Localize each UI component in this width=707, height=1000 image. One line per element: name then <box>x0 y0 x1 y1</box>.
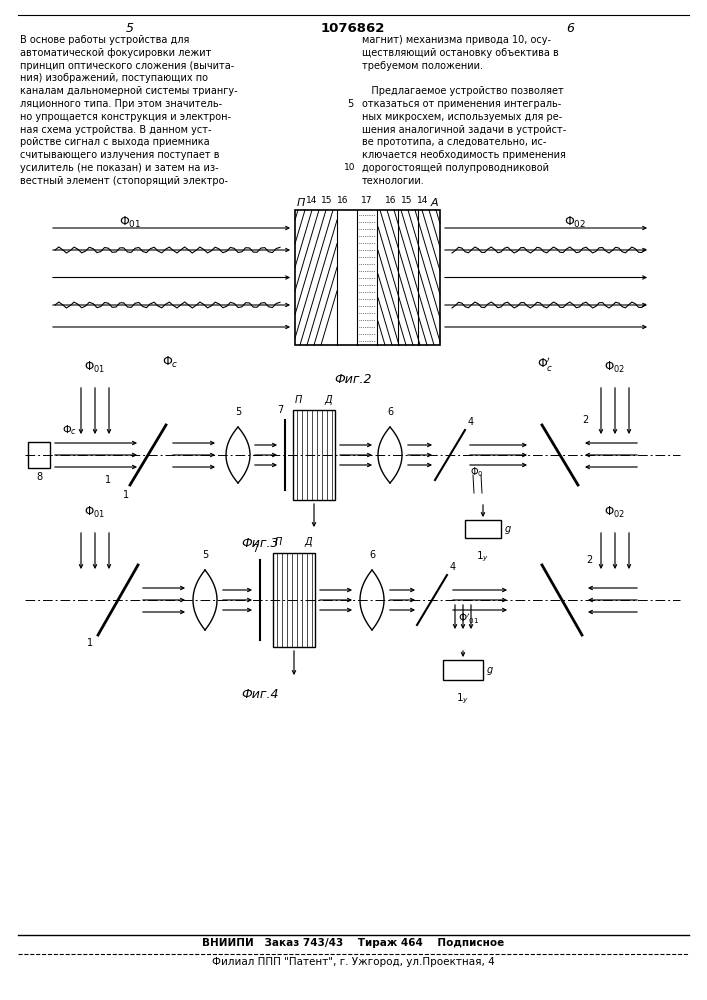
Bar <box>28 442 50 468</box>
Text: 1: 1 <box>105 475 111 485</box>
Text: ляционного типа. При этом значитель-: ляционного типа. При этом значитель- <box>20 99 222 109</box>
Text: 5: 5 <box>202 550 208 560</box>
Text: принцип оптического сложения (вычита-: принцип оптического сложения (вычита- <box>20 61 234 71</box>
Text: $\Phi_c$: $\Phi_c$ <box>62 423 78 437</box>
Text: 17: 17 <box>361 196 373 205</box>
Text: 1076862: 1076862 <box>321 22 385 35</box>
Text: Д: Д <box>304 537 312 547</box>
Text: считывающего излучения поступает в: считывающего излучения поступает в <box>20 150 219 160</box>
Text: требуемом положении.: требуемом положении. <box>362 61 483 71</box>
Bar <box>273 553 315 647</box>
Text: 8: 8 <box>36 472 42 482</box>
Text: $\Phi_{02}$: $\Phi_{02}$ <box>604 505 626 520</box>
Text: но упрощается конструкция и электрон-: но упрощается конструкция и электрон- <box>20 112 231 122</box>
Text: усилитель (не показан) и затем на из-: усилитель (не показан) и затем на из- <box>20 163 218 173</box>
Text: П: П <box>297 198 305 208</box>
Text: ВНИИПИ   Заказ 743/43    Тираж 464    Подписное: ВНИИПИ Заказ 743/43 Тираж 464 Подписное <box>202 938 504 948</box>
Text: $1_y$: $1_y$ <box>457 692 469 706</box>
Text: автоматической фокусировки лежит: автоматической фокусировки лежит <box>20 48 211 58</box>
Text: $\Phi_{01}$: $\Phi_{01}$ <box>119 215 141 230</box>
Bar <box>443 660 483 680</box>
Text: g: g <box>487 665 493 675</box>
Text: 7: 7 <box>277 405 283 415</box>
Text: П: П <box>274 537 281 547</box>
Bar <box>295 210 440 345</box>
Text: Д: Д <box>325 395 332 405</box>
Text: $\Phi_c$: $\Phi_c$ <box>162 355 178 370</box>
Text: П: П <box>294 395 302 405</box>
Text: ния) изображений, поступающих по: ния) изображений, поступающих по <box>20 73 208 83</box>
Text: магнит) механизма привода 10, осу-: магнит) механизма привода 10, осу- <box>362 35 551 45</box>
Text: В основе работы устройства для: В основе работы устройства для <box>20 35 189 45</box>
Text: $\Phi_{01}$: $\Phi_{01}$ <box>84 360 105 375</box>
Text: $\Phi'_{01}$: $\Phi'_{01}$ <box>458 612 479 626</box>
Text: $1_y$: $1_y$ <box>477 550 489 564</box>
Text: 10: 10 <box>344 163 356 172</box>
Text: Филиал ППП "Патент", г. Ужгород, ул.Проектная, 4: Филиал ППП "Патент", г. Ужгород, ул.Прое… <box>211 957 494 967</box>
Text: Фиг.2: Фиг.2 <box>334 373 372 386</box>
Text: 2: 2 <box>582 415 588 425</box>
Text: отказаться от применения интеграль-: отказаться от применения интеграль- <box>362 99 561 109</box>
Text: 15: 15 <box>321 196 333 205</box>
Text: $\Phi_{01}$: $\Phi_{01}$ <box>84 505 105 520</box>
Text: $\Phi_{02}$: $\Phi_{02}$ <box>604 360 626 375</box>
Bar <box>293 410 335 500</box>
Text: ве прототипа, а следовательно, ис-: ве прототипа, а следовательно, ис- <box>362 137 547 147</box>
Text: $\Phi_c'$: $\Phi_c'$ <box>537 355 554 373</box>
Text: вестный элемент (стопорящий электро-: вестный элемент (стопорящий электро- <box>20 176 228 186</box>
Text: 5: 5 <box>235 407 241 417</box>
Text: 1: 1 <box>87 638 93 648</box>
Text: 5: 5 <box>347 99 353 109</box>
Text: 15: 15 <box>402 196 413 205</box>
Text: технологии.: технологии. <box>362 176 425 186</box>
Text: Фиг.4: Фиг.4 <box>241 688 279 701</box>
Text: 4: 4 <box>468 417 474 427</box>
Text: А: А <box>431 198 438 208</box>
Text: 5: 5 <box>126 22 134 35</box>
Text: 6: 6 <box>387 407 393 417</box>
Text: 4: 4 <box>450 562 456 572</box>
Text: 14: 14 <box>417 196 428 205</box>
Text: 16: 16 <box>337 196 349 205</box>
Text: g: g <box>505 524 511 534</box>
Text: 6: 6 <box>566 22 574 35</box>
Text: 6: 6 <box>369 550 375 560</box>
Text: 2: 2 <box>586 555 592 565</box>
Text: ных микросхем, используемых для ре-: ных микросхем, используемых для ре- <box>362 112 562 122</box>
Text: 16: 16 <box>385 196 397 205</box>
Text: ройстве сигнал с выхода приемника: ройстве сигнал с выхода приемника <box>20 137 209 147</box>
Text: 7: 7 <box>252 544 258 554</box>
Text: 14: 14 <box>306 196 317 205</box>
Text: $\Phi_{02}$: $\Phi_{02}$ <box>564 215 586 230</box>
Text: ществляющий остановку объектива в: ществляющий остановку объектива в <box>362 48 559 58</box>
Text: Предлагаемое устройство позволяет: Предлагаемое устройство позволяет <box>362 86 563 96</box>
Text: ключается необходимость применения: ключается необходимость применения <box>362 150 566 160</box>
Text: каналам дальномерной системы триангу-: каналам дальномерной системы триангу- <box>20 86 238 96</box>
Bar <box>465 520 501 538</box>
Text: $\Phi_0$: $\Phi_0$ <box>470 465 484 479</box>
Text: 1: 1 <box>123 490 129 500</box>
Text: ная схема устройства. В данном уст-: ная схема устройства. В данном уст- <box>20 125 211 135</box>
Text: шения аналогичной задачи в устройст-: шения аналогичной задачи в устройст- <box>362 125 566 135</box>
Text: дорогостоящей полупроводниковой: дорогостоящей полупроводниковой <box>362 163 549 173</box>
Text: Фиг.3: Фиг.3 <box>241 537 279 550</box>
